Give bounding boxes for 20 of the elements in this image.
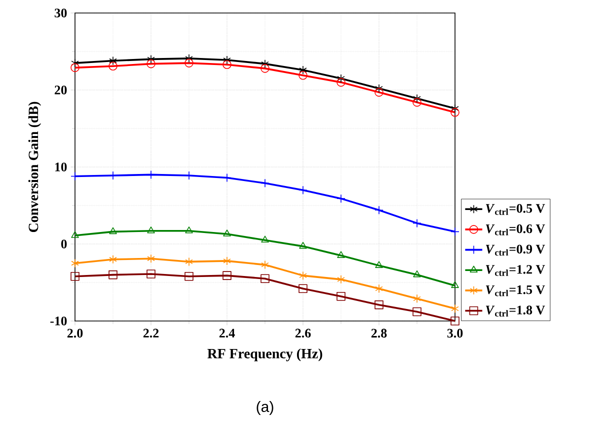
- y-tick-label: -10: [50, 316, 67, 326]
- legend-label: V$_{ctrl}$=1.2 V: [486, 265, 545, 276]
- y-tick-label: 20: [54, 86, 67, 94]
- legend-label: V$_{ctrl}$=1.5 V: [486, 285, 545, 296]
- legend-label: V$_{ctrl}$=0.9 V: [486, 244, 545, 256]
- text: (a): [256, 401, 274, 415]
- y-axis-title: Conversion Gain (dB): [28, 102, 42, 232]
- legend-label: V$_{ctrl}$=0.6 V: [486, 224, 545, 236]
- x-tick-label: 3.0: [447, 328, 463, 338]
- x-tick-label: 2.6: [295, 328, 311, 338]
- y-tick-label: 30: [54, 8, 67, 18]
- y-tick-label: 10: [55, 162, 67, 172]
- legend-label: V$_{ctrl}$=1.8 V: [486, 306, 545, 317]
- x-axis-title: RF Frequency (Hz): [207, 348, 322, 362]
- x-tick-label: 2.0: [67, 328, 83, 338]
- x-tick-label: 2.2: [143, 328, 159, 338]
- x-tick-label: 2.4: [219, 328, 235, 338]
- x-tick-label: 2.8: [371, 328, 387, 338]
- legend-label: V$_{ctrl}$=0.5 V: [486, 204, 545, 215]
- y-tick-label: 0: [61, 240, 67, 248]
